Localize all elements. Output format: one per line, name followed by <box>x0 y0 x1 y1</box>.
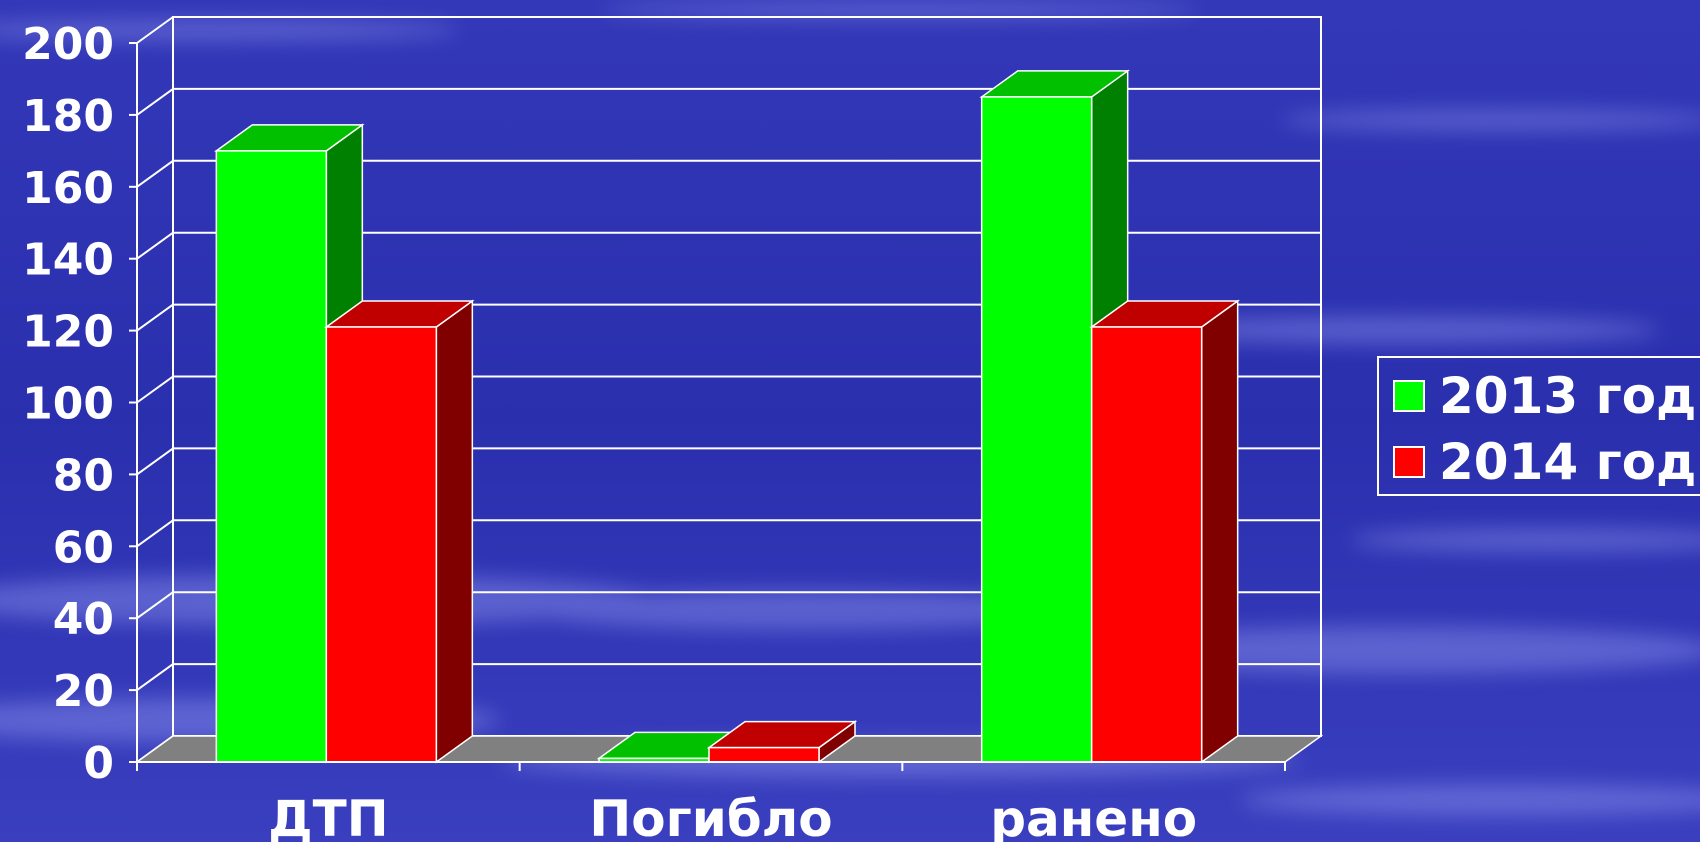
y-tick-label: 20 <box>53 666 114 717</box>
y-tick-label: 160 <box>22 163 114 214</box>
side-gridline <box>136 303 174 332</box>
bar-front-face <box>980 96 1093 763</box>
legend-item-2013: 2013 год <box>1393 368 1696 424</box>
side-gridline <box>136 591 174 620</box>
y-tick-label: 80 <box>53 450 114 501</box>
side-gridline <box>136 663 174 691</box>
y-tick-label: 60 <box>53 522 114 573</box>
bar-side-face <box>435 299 474 764</box>
bar-front-face <box>1090 326 1203 763</box>
bar-2014-1 <box>706 720 858 764</box>
legend-swatch-2013 <box>1393 380 1425 412</box>
bar-side-face <box>1200 299 1239 764</box>
y-tick-label: 120 <box>22 307 114 358</box>
x-category-labels: ДТП Погибло ранено <box>268 790 1197 842</box>
y-tick-label: 40 <box>53 594 114 645</box>
x-category-label: Погибло <box>589 790 832 842</box>
side-gridline <box>136 375 174 404</box>
y-tick-label: 200 <box>22 19 114 70</box>
bar-2014-2 <box>1089 299 1240 764</box>
y-tick-labels: 0 20 40 60 80 100 120 140 160 180 200 <box>22 19 114 789</box>
bar-front-face <box>325 326 438 763</box>
chart-bars <box>214 69 1240 764</box>
x-category-label: ДТП <box>268 790 388 842</box>
side-gridline <box>136 519 174 548</box>
side-gridline <box>136 159 174 188</box>
side-gridline <box>136 447 174 476</box>
y-tick-label: 100 <box>22 379 114 430</box>
bar-front-face <box>215 150 328 763</box>
side-gridline <box>136 88 174 116</box>
legend-label-2013: 2013 год <box>1439 367 1697 425</box>
legend-swatch-2014 <box>1393 446 1425 478</box>
x-category-label: ранено <box>990 790 1197 842</box>
legend-label-2014: 2014 год <box>1439 433 1697 491</box>
y-tick-label: 0 <box>83 738 114 789</box>
chart-axes <box>129 42 1286 771</box>
bar-front-face <box>708 746 820 763</box>
side-gridline <box>136 16 174 44</box>
legend: 2013 год 2014 год <box>1377 356 1700 496</box>
y-tick-label: 180 <box>22 91 114 142</box>
bar-2014-0 <box>324 299 475 764</box>
legend-item-2014: 2014 год <box>1393 434 1696 490</box>
side-gridline <box>136 231 174 260</box>
y-tick-label: 140 <box>22 235 114 286</box>
